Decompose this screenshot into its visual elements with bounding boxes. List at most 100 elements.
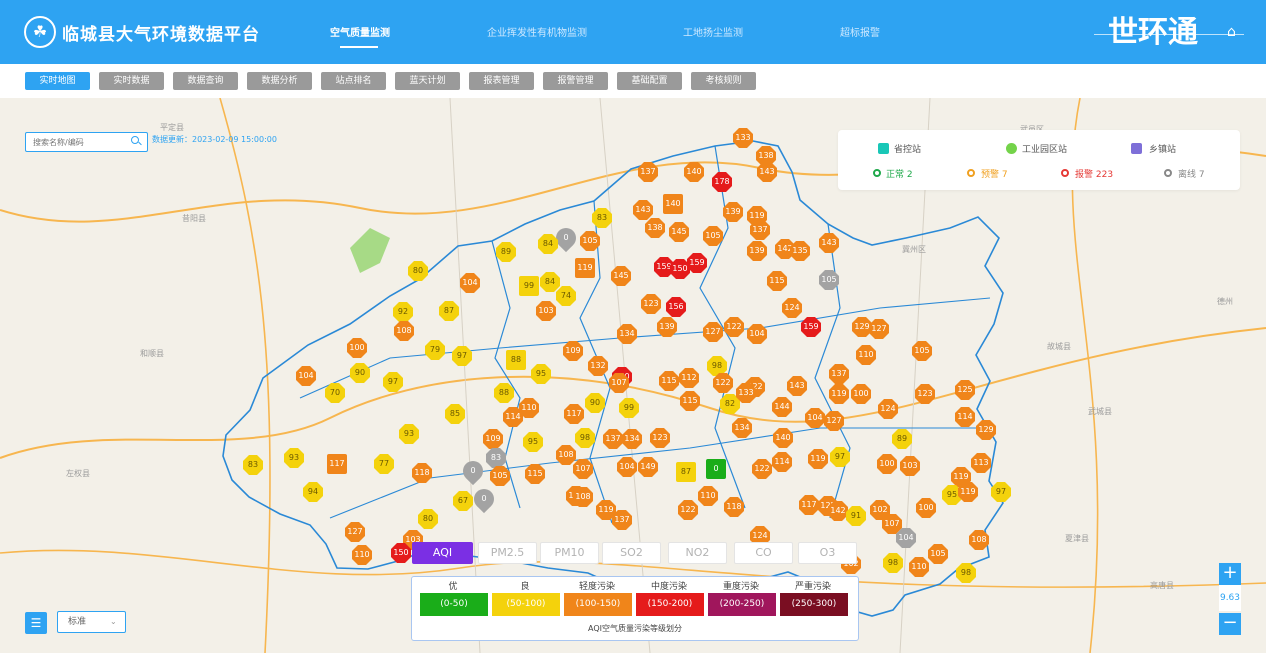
station-marker[interactable]: 134 [622, 429, 642, 449]
station-marker[interactable]: 127 [345, 522, 365, 542]
station-marker[interactable]: 100 [347, 338, 367, 358]
station-marker[interactable]: 0 [458, 456, 488, 486]
station-marker[interactable]: 99 [519, 276, 539, 296]
map-canvas[interactable]: 平定县 昔阳县 和顺县 左权县 武邑区 冀州区 故城县 武城县 夏津县 高唐县 … [0, 98, 1266, 653]
pollutant-tab-pm10[interactable]: PM10 [540, 542, 599, 564]
pollutant-tab-o3[interactable]: O3 [798, 542, 857, 564]
station-marker[interactable]: 145 [611, 266, 631, 286]
station-marker[interactable]: 105 [580, 231, 600, 251]
station-marker[interactable]: 123 [641, 294, 661, 314]
station-marker[interactable]: 84 [538, 234, 558, 254]
subnav-alarm-mgmt[interactable]: 报警管理 [543, 72, 608, 90]
station-marker[interactable]: 102 [870, 500, 890, 520]
station-marker[interactable]: 90 [350, 363, 370, 383]
station-marker[interactable]: 119 [829, 384, 849, 404]
station-marker[interactable]: 129 [852, 317, 872, 337]
station-marker[interactable]: 137 [750, 220, 770, 240]
station-marker[interactable]: 108 [573, 487, 593, 507]
subnav-station-ranking[interactable]: 站点排名 [321, 72, 386, 90]
station-marker[interactable]: 0 [469, 484, 499, 514]
station-marker[interactable]: 103 [900, 456, 920, 476]
layers-icon[interactable]: ☰ [25, 612, 47, 634]
station-marker[interactable]: 105 [819, 270, 839, 290]
station-marker[interactable]: 117 [799, 495, 819, 515]
station-marker[interactable]: 159 [687, 253, 707, 273]
station-marker[interactable]: 145 [669, 222, 689, 242]
station-marker[interactable]: 118 [724, 497, 744, 517]
station-marker[interactable]: 127 [869, 319, 889, 339]
station-marker[interactable]: 127 [703, 322, 723, 342]
station-marker[interactable]: 119 [575, 258, 595, 278]
station-marker[interactable]: 140 [773, 428, 793, 448]
station-marker[interactable]: 143 [633, 200, 653, 220]
station-marker[interactable]: 125 [955, 380, 975, 400]
station-marker[interactable]: 77 [374, 454, 394, 474]
station-marker[interactable]: 89 [892, 429, 912, 449]
station-marker[interactable]: 105 [912, 341, 932, 361]
station-marker[interactable]: 104 [896, 528, 916, 548]
station-marker[interactable]: 137 [612, 510, 632, 530]
station-marker[interactable]: 67 [453, 491, 473, 511]
station-marker[interactable]: 119 [808, 449, 828, 469]
station-marker[interactable]: 119 [596, 500, 616, 520]
station-marker[interactable]: 150 [670, 259, 690, 279]
station-marker[interactable]: 107 [573, 459, 593, 479]
station-marker[interactable]: 83 [592, 208, 612, 228]
station-marker[interactable]: 87 [676, 462, 696, 482]
station-marker[interactable]: 137 [603, 429, 623, 449]
station-marker[interactable]: 99 [619, 398, 639, 418]
station-marker[interactable]: 92 [393, 302, 413, 322]
station-marker[interactable]: 122 [713, 373, 733, 393]
station-marker[interactable]: 140 [663, 194, 683, 214]
zoom-out-button[interactable]: − [1219, 613, 1241, 635]
station-marker[interactable]: 104 [617, 457, 637, 477]
station-marker[interactable]: 109 [483, 429, 503, 449]
station-marker[interactable]: 115 [659, 371, 679, 391]
station-marker[interactable]: 178 [712, 172, 732, 192]
station-marker[interactable]: 105 [928, 544, 948, 564]
station-marker[interactable]: 108 [969, 530, 989, 550]
station-marker[interactable]: 70 [325, 383, 345, 403]
station-marker[interactable]: 134 [732, 418, 752, 438]
station-marker[interactable]: 127 [824, 411, 844, 431]
station-marker[interactable]: 124 [878, 399, 898, 419]
station-marker[interactable]: 82 [720, 394, 740, 414]
station-marker[interactable]: 91 [846, 506, 866, 526]
station-marker[interactable]: 159 [654, 257, 674, 277]
station-marker[interactable]: 122 [752, 459, 772, 479]
station-marker[interactable]: 97 [991, 482, 1011, 502]
station-marker[interactable]: 93 [399, 424, 419, 444]
station-marker[interactable]: 150 [391, 543, 411, 563]
station-marker[interactable]: 98 [883, 553, 903, 573]
station-marker[interactable]: 140 [684, 162, 704, 182]
station-marker[interactable]: 90 [585, 393, 605, 413]
station-marker[interactable]: 97 [830, 447, 850, 467]
pollutant-tab-so2[interactable]: SO2 [602, 542, 661, 564]
station-marker[interactable]: 134 [617, 324, 637, 344]
station-marker[interactable]: 104 [460, 273, 480, 293]
station-marker[interactable]: 114 [955, 407, 975, 427]
tab-voc[interactable]: 企业挥发性有机物监测 [487, 28, 587, 39]
station-marker[interactable]: 110 [856, 345, 876, 365]
station-marker[interactable]: 105 [490, 466, 510, 486]
station-marker[interactable]: 87 [439, 301, 459, 321]
station-marker[interactable]: 110 [519, 398, 539, 418]
station-marker[interactable]: 108 [556, 445, 576, 465]
station-marker[interactable]: 143 [757, 162, 777, 182]
station-marker[interactable]: 117 [327, 454, 347, 474]
station-marker[interactable]: 143 [819, 233, 839, 253]
station-marker[interactable]: 98 [575, 428, 595, 448]
station-marker[interactable]: 114 [772, 452, 792, 472]
pollutant-tab-aqi[interactable]: AQI [412, 542, 473, 564]
zoom-in-button[interactable]: + [1219, 563, 1241, 585]
subnav-report-mgmt[interactable]: 报表管理 [469, 72, 534, 90]
station-marker[interactable]: 100 [877, 454, 897, 474]
station-marker[interactable]: 144 [772, 397, 792, 417]
station-marker[interactable]: 159 [801, 317, 821, 337]
station-marker[interactable]: 100 [916, 498, 936, 518]
station-marker[interactable]: 107 [882, 514, 902, 534]
station-marker[interactable]: 97 [452, 346, 472, 366]
station-marker[interactable]: 98 [707, 356, 727, 376]
search-icon[interactable] [131, 136, 139, 144]
station-marker[interactable]: 84 [540, 272, 560, 292]
